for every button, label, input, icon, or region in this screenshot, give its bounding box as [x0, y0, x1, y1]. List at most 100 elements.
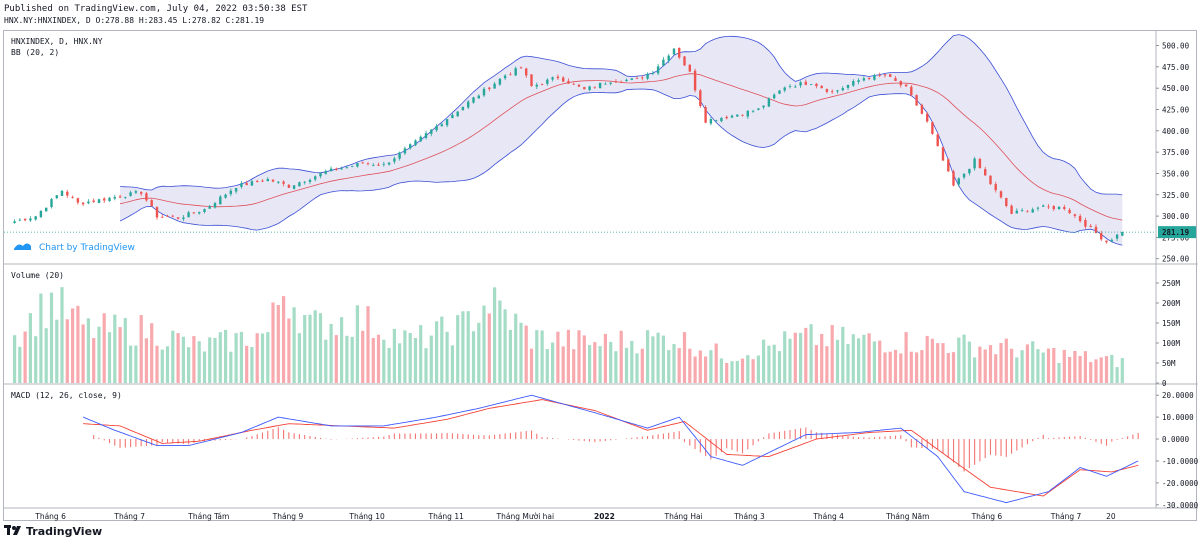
- volume-bar: [1025, 344, 1029, 383]
- volume-bar: [403, 330, 407, 383]
- candle-body: [398, 152, 401, 159]
- candle-body: [794, 86, 797, 88]
- candle-body: [540, 84, 544, 85]
- volume-bar: [493, 287, 497, 383]
- candle-body: [757, 108, 760, 110]
- volume-bar: [572, 349, 576, 383]
- volume-bar: [1046, 348, 1051, 383]
- volume-bar: [1004, 338, 1008, 383]
- candle-body: [161, 216, 164, 218]
- volume-bar: [1062, 349, 1066, 383]
- candle-body: [155, 207, 159, 218]
- macd-line: [82, 394, 1139, 504]
- candle-body: [403, 148, 407, 154]
- candle-body: [1115, 234, 1119, 239]
- candle-body: [108, 197, 111, 202]
- published-caption: Published on TradingView.com, July 04, 2…: [4, 4, 308, 14]
- candle-body: [171, 215, 174, 217]
- volume-axis-tick: 250M: [1162, 279, 1181, 288]
- price-axis-tick: 300.00: [1162, 212, 1190, 221]
- candle-body: [445, 119, 449, 126]
- candle-body: [878, 75, 881, 76]
- bb-fill: [120, 34, 1123, 246]
- footer-brand: TradingView: [4, 523, 102, 539]
- volume-bar: [693, 356, 697, 383]
- volume-bar: [593, 342, 597, 383]
- candle-body: [683, 56, 686, 66]
- time-axis-tick: Tháng Hai: [663, 512, 702, 521]
- candle-body: [1057, 206, 1061, 210]
- volume-bar: [793, 332, 797, 383]
- candle-body: [419, 136, 422, 142]
- volume-bar: [588, 345, 592, 383]
- candle-body: [103, 198, 106, 201]
- chart-by-tradingview-link[interactable]: Chart by TradingView: [14, 243, 135, 253]
- volume-bar: [361, 330, 365, 383]
- volume-bar: [841, 326, 845, 383]
- volume-bar: [1073, 351, 1077, 383]
- volume-bar: [973, 357, 977, 383]
- volume-bar: [909, 351, 913, 383]
- volume-bar: [872, 341, 876, 383]
- volume-bar: [883, 352, 887, 383]
- candle-body: [435, 126, 438, 131]
- volume-bar: [34, 336, 38, 383]
- candle-body: [250, 181, 254, 186]
- volume-bar: [297, 333, 301, 383]
- candle-body: [815, 83, 818, 87]
- volume-bar: [878, 340, 882, 383]
- volume-bar: [287, 318, 291, 383]
- candle-body: [820, 85, 823, 89]
- candle-body: [519, 67, 523, 69]
- candle-body: [335, 168, 338, 171]
- volume-bar: [862, 334, 866, 383]
- volume-bar: [234, 333, 238, 383]
- volume-bar: [382, 339, 386, 383]
- candle-body: [952, 171, 955, 186]
- candle-body: [66, 191, 69, 196]
- volume-bar: [809, 324, 813, 383]
- candle-body: [71, 196, 74, 198]
- candle-body: [329, 168, 333, 172]
- candle-body: [166, 215, 169, 217]
- volume-bar: [477, 322, 481, 383]
- time-axis-tick: Tháng 6: [34, 512, 66, 521]
- time-axis-tick: Tháng 9: [272, 512, 304, 521]
- candle-body: [704, 107, 707, 123]
- volume-axis-tick: 200M: [1162, 299, 1181, 308]
- volume-bar: [1052, 348, 1056, 383]
- candle-body: [34, 216, 37, 220]
- volume-bar: [371, 338, 375, 383]
- candle-body: [809, 84, 813, 85]
- volume-bar: [13, 335, 17, 383]
- candle-body: [29, 218, 32, 221]
- candle-body: [894, 78, 897, 81]
- candle-body: [1094, 226, 1098, 234]
- volume-bar: [651, 336, 655, 383]
- candle-body: [709, 119, 713, 124]
- candle-body: [387, 162, 391, 165]
- candle-body: [493, 83, 496, 89]
- tradingview-wordmark: TradingView: [26, 524, 103, 538]
- volume-bar: [635, 353, 639, 383]
- candle-body: [351, 165, 354, 167]
- candle-body: [203, 209, 206, 212]
- candle-body: [1068, 209, 1071, 214]
- candle-body: [604, 83, 607, 85]
- macd-axis-tick: -10.0000: [1162, 457, 1198, 466]
- volume-bar: [767, 345, 771, 383]
- candle-body: [999, 191, 1003, 198]
- candle-body: [1010, 205, 1013, 214]
- volume-bar: [656, 332, 660, 383]
- chart-frame[interactable]: 250.00275.00300.00325.00350.00375.00400.…: [3, 30, 1198, 522]
- chart-canvas[interactable]: 250.00275.00300.00325.00350.00375.00400.…: [4, 31, 1198, 522]
- time-axis-tick: 2022: [594, 512, 615, 521]
- volume-bar: [619, 330, 623, 383]
- volume-bar: [398, 343, 402, 383]
- candle-body: [915, 95, 918, 106]
- volume-bar: [408, 333, 412, 383]
- time-axis-tick: Tháng Mười hai: [496, 512, 555, 521]
- candle-body: [467, 101, 470, 108]
- volume-bar: [1104, 356, 1109, 383]
- candle-body: [319, 173, 322, 177]
